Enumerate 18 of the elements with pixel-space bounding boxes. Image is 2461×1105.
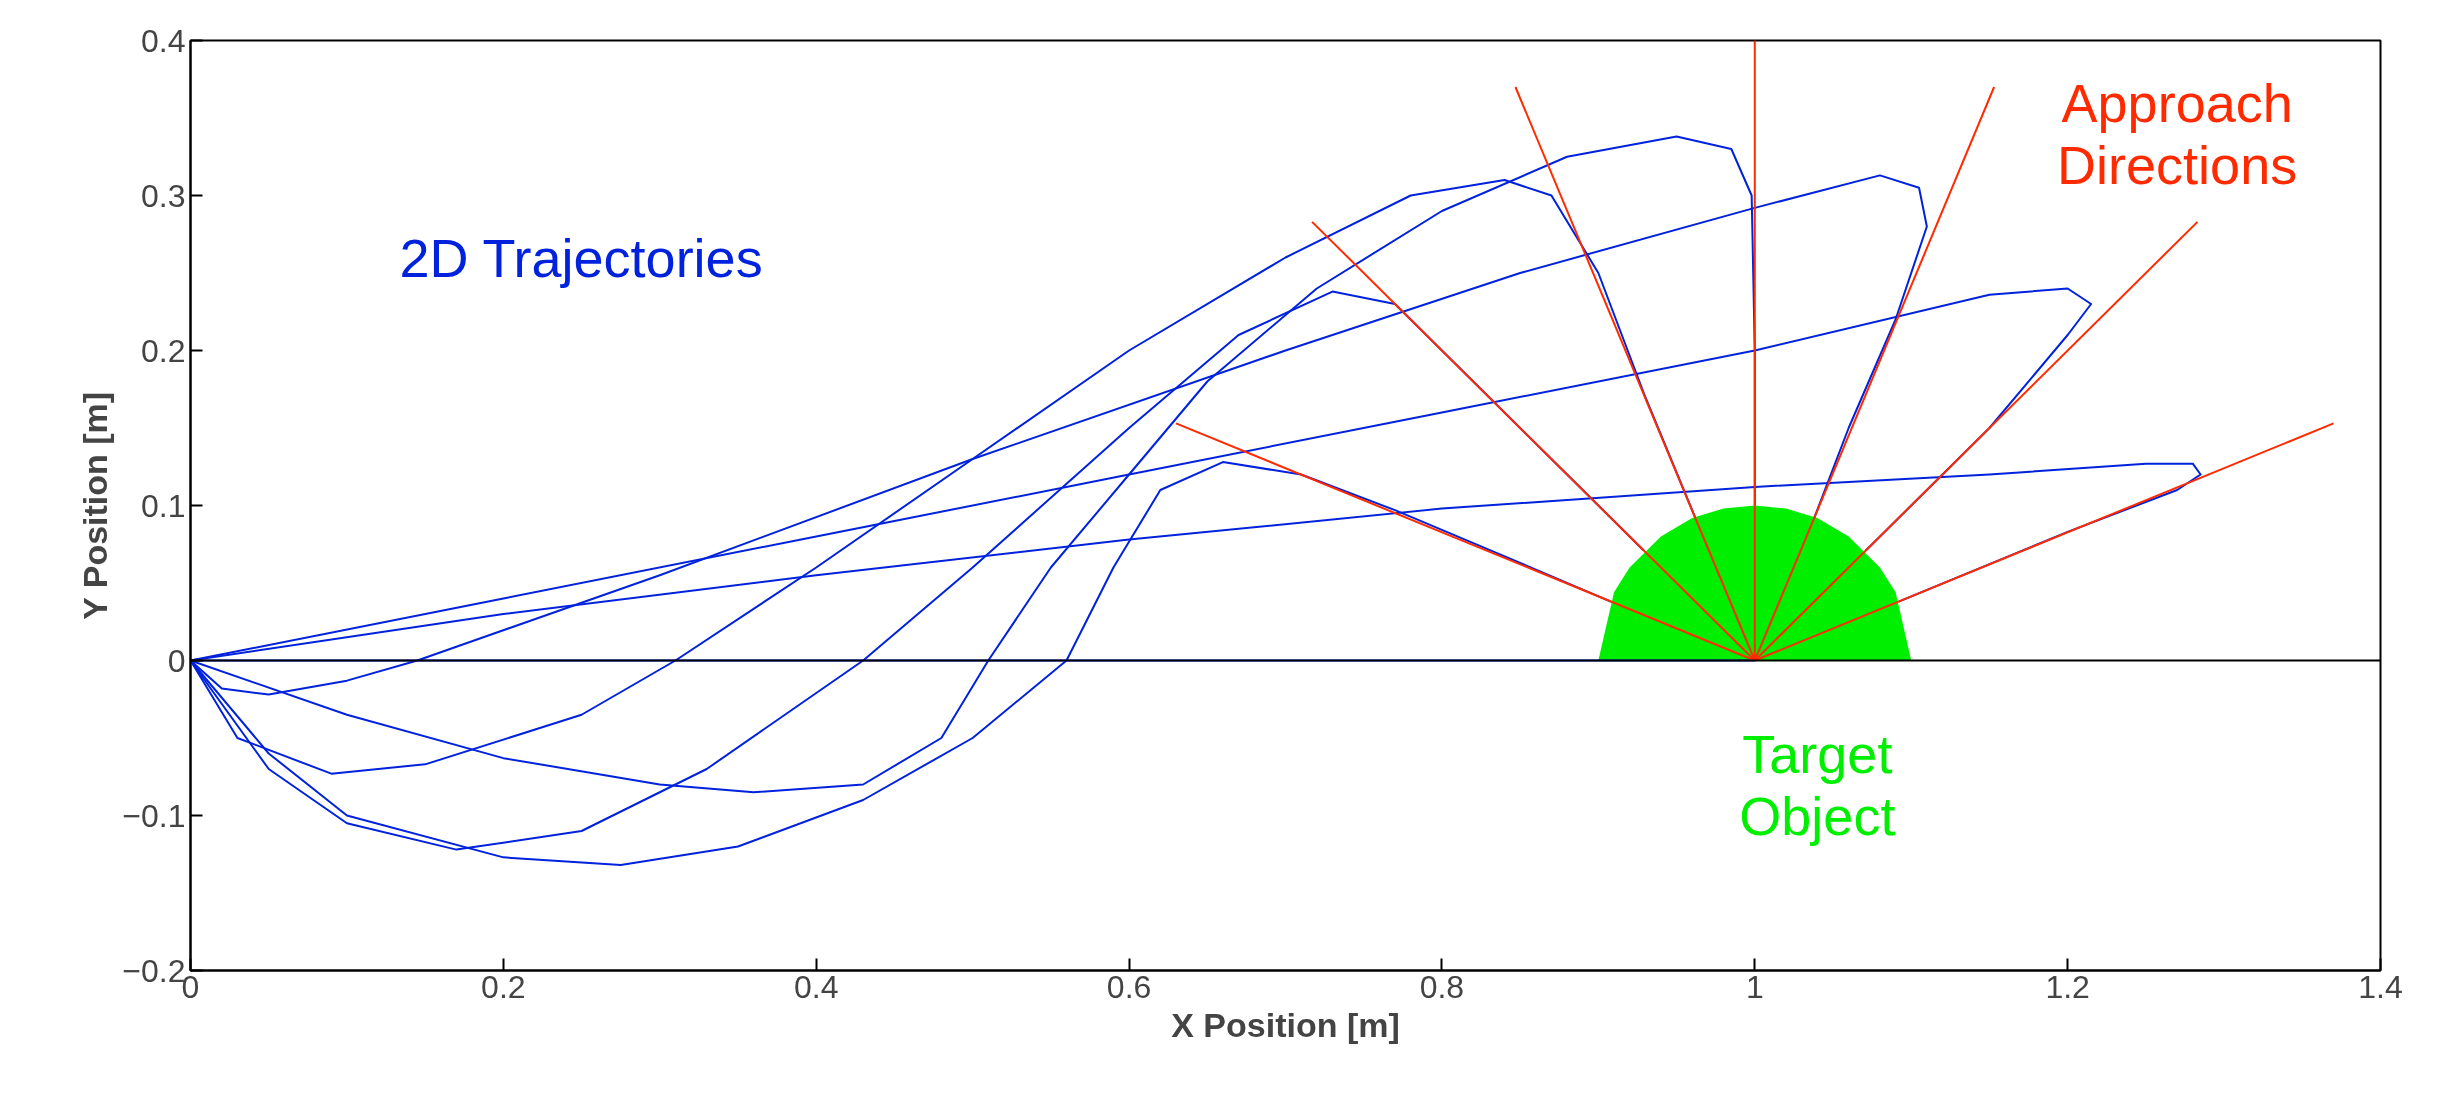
y-tick-label: 0	[167, 642, 186, 679]
y-axis-title: Y Position [m]	[76, 391, 115, 620]
y-tick-label: 0.2	[141, 332, 186, 369]
y-tick-label: 0.4	[141, 22, 186, 59]
y-tick-label: 0.1	[141, 487, 186, 524]
annotation: 2D Trajectories	[399, 227, 763, 288]
x-tick-label: 1.4	[2358, 968, 2403, 1005]
x-tick-label: 0.6	[1106, 968, 1152, 1005]
annotation: Target Object	[1739, 723, 1896, 846]
x-tick-label: 1	[1745, 968, 1764, 1005]
x-tick-label: 0.4	[793, 968, 839, 1005]
y-tick-label: −0.1	[122, 797, 186, 834]
annotation: Approach Directions	[2057, 72, 2298, 195]
x-tick-label: 0.8	[1419, 968, 1465, 1005]
x-tick-label: 1.2	[2045, 968, 2090, 1005]
x-tick-label: 0.2	[481, 968, 526, 1005]
x-axis-title: X Position [m]	[1171, 1005, 1400, 1044]
y-tick-label: 0.3	[141, 177, 186, 214]
